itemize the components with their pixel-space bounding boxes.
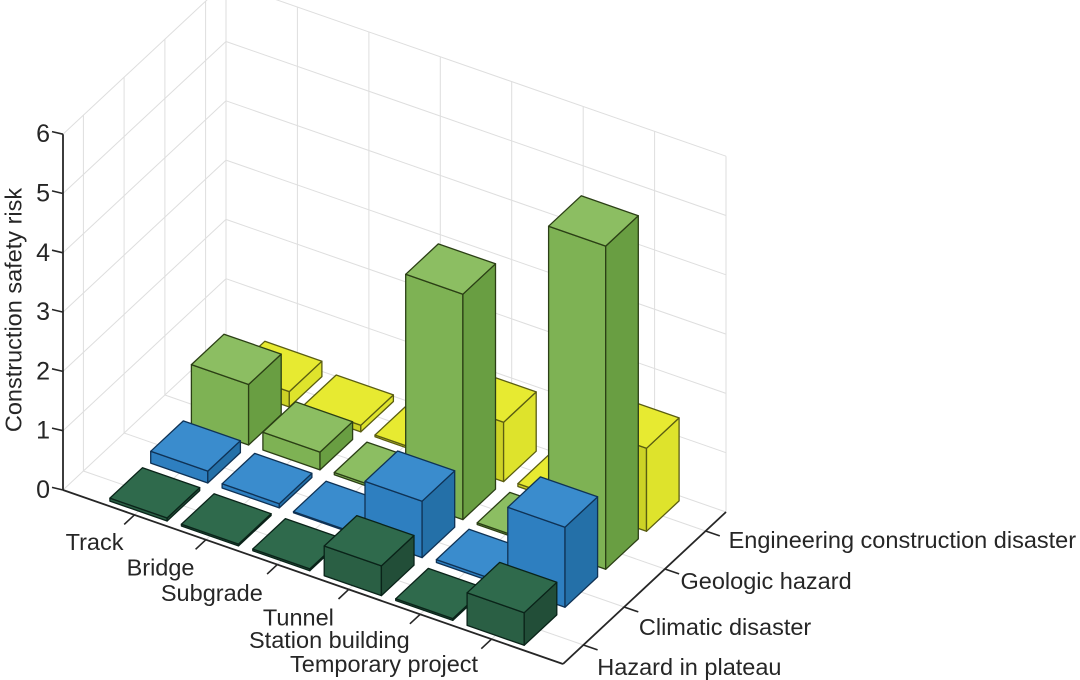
svg-text:5: 5 bbox=[36, 180, 50, 208]
svg-text:Construction safety risk: Construction safety risk bbox=[1, 188, 27, 432]
svg-text:Geologic hazard: Geologic hazard bbox=[681, 568, 852, 594]
svg-text:2: 2 bbox=[36, 357, 50, 385]
svg-text:3: 3 bbox=[36, 298, 50, 326]
svg-text:6: 6 bbox=[36, 120, 50, 148]
svg-text:Bridge: Bridge bbox=[127, 555, 195, 581]
svg-text:Track: Track bbox=[66, 529, 124, 555]
svg-text:1: 1 bbox=[36, 417, 50, 445]
svg-text:Temporary project: Temporary project bbox=[290, 651, 479, 677]
svg-text:Climatic disaster: Climatic disaster bbox=[639, 614, 812, 640]
svg-text:Subgrade: Subgrade bbox=[161, 580, 263, 606]
svg-text:0: 0 bbox=[36, 476, 50, 504]
svg-text:Tunnel: Tunnel bbox=[263, 604, 334, 630]
svg-text:Station building: Station building bbox=[249, 627, 410, 653]
svg-text:Engineering construction disas: Engineering construction disaster bbox=[729, 527, 1077, 553]
svg-text:Hazard in plateau: Hazard in plateau bbox=[597, 654, 781, 680]
svg-text:4: 4 bbox=[36, 239, 50, 267]
